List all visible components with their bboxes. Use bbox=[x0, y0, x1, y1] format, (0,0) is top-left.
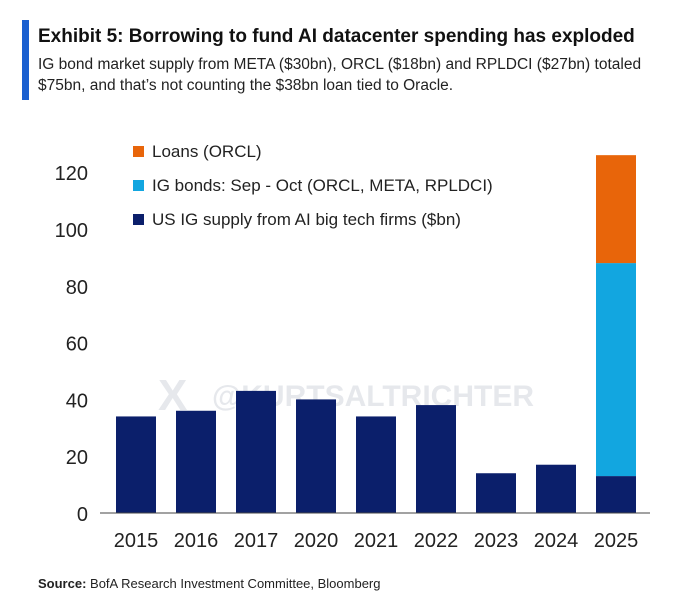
x-tick-label: 2020 bbox=[294, 530, 339, 552]
bar-2022-series-0 bbox=[416, 405, 456, 513]
y-tick-label: 120 bbox=[55, 163, 88, 185]
legend-label: Loans (ORCL) bbox=[152, 142, 262, 161]
legend-swatch bbox=[133, 214, 144, 225]
bar-2025-series-0 bbox=[596, 476, 636, 513]
legend-label: US IG supply from AI big tech firms ($bn… bbox=[152, 210, 461, 229]
x-tick-label: 2017 bbox=[234, 530, 279, 552]
title-accent-bar bbox=[22, 20, 29, 100]
source-note: Source: BofA Research Investment Committ… bbox=[38, 576, 381, 591]
x-tick-label: 2015 bbox=[114, 530, 159, 552]
y-tick-label: 100 bbox=[55, 220, 88, 242]
x-tick-label: 2023 bbox=[474, 530, 519, 552]
bar-2025-series-1 bbox=[596, 263, 636, 477]
bar-2017-series-0 bbox=[236, 390, 276, 513]
chart-subtitle: IG bond market supply from META ($30bn),… bbox=[38, 56, 642, 94]
legend: Loans (ORCL) IG bonds: Sep - Oct (ORCL, M… bbox=[133, 142, 493, 229]
bar-2020-series-0 bbox=[296, 399, 336, 513]
x-tick-label: 2022 bbox=[414, 530, 459, 552]
bar-2024-series-0 bbox=[536, 464, 576, 513]
x-tick-label: 2025 bbox=[594, 530, 639, 552]
x-tick-label: 2016 bbox=[174, 530, 219, 552]
x-tick-label: 2021 bbox=[354, 530, 399, 552]
y-tick-label: 0 bbox=[77, 504, 88, 526]
bar-2023-series-0 bbox=[476, 473, 516, 513]
bar-2021-series-0 bbox=[356, 416, 396, 513]
legend-swatch bbox=[133, 146, 144, 157]
y-tick-label: 80 bbox=[66, 277, 88, 299]
bar-2025-series-2 bbox=[596, 155, 636, 264]
bars bbox=[116, 155, 636, 513]
source-label: Source: bbox=[38, 576, 87, 591]
x-axis-ticks: 2015 2016 2017 2020 2021 2022 2023 2024 2025 bbox=[114, 530, 639, 552]
y-axis-ticks: 0 20 40 60 80 100 120 bbox=[55, 163, 88, 526]
source-text: BofA Research Investment Committee, Bloo… bbox=[90, 576, 381, 591]
bar-2016-series-0 bbox=[176, 410, 216, 513]
bar-2015-series-0 bbox=[116, 416, 156, 513]
y-tick-label: 40 bbox=[66, 390, 88, 412]
chart-title: Exhibit 5: Borrowing to fund AI datacent… bbox=[38, 26, 635, 47]
legend-swatch bbox=[133, 180, 144, 191]
legend-label: IG bonds: Sep - Oct (ORCL, META, RPLDCI) bbox=[152, 176, 493, 195]
y-tick-label: 20 bbox=[66, 447, 88, 469]
y-tick-label: 60 bbox=[66, 334, 88, 356]
x-tick-label: 2024 bbox=[534, 530, 579, 552]
